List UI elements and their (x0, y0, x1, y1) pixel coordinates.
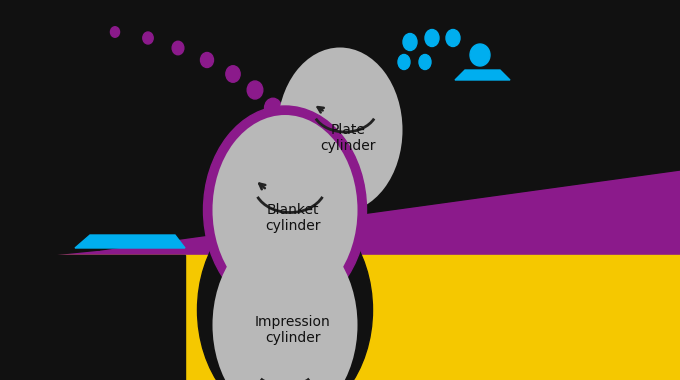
Bar (0, 250, 680, 380)
Polygon shape (170, 195, 680, 260)
Polygon shape (200, 200, 680, 260)
Ellipse shape (446, 30, 460, 46)
Ellipse shape (398, 54, 410, 70)
Ellipse shape (419, 54, 431, 70)
Ellipse shape (197, 198, 373, 380)
Ellipse shape (470, 44, 490, 66)
Ellipse shape (425, 30, 439, 46)
Polygon shape (455, 70, 510, 80)
Text: Plate
cylinder: Plate cylinder (320, 123, 376, 153)
Polygon shape (0, 170, 680, 380)
Polygon shape (0, 0, 680, 250)
Polygon shape (0, 0, 680, 250)
Ellipse shape (172, 41, 184, 55)
Polygon shape (0, 250, 100, 260)
Ellipse shape (277, 48, 403, 212)
Ellipse shape (403, 33, 417, 51)
Ellipse shape (278, 117, 296, 138)
Text: Blanket
cylinder: Blanket cylinder (265, 203, 321, 233)
Ellipse shape (143, 32, 153, 44)
Ellipse shape (203, 106, 367, 314)
Ellipse shape (212, 228, 358, 380)
Bar (0, 255, 680, 380)
Ellipse shape (110, 27, 120, 37)
Ellipse shape (248, 81, 262, 99)
Ellipse shape (226, 66, 240, 82)
Polygon shape (0, 255, 185, 380)
Ellipse shape (212, 115, 358, 305)
Text: Impression
cylinder: Impression cylinder (255, 315, 331, 345)
Ellipse shape (201, 52, 214, 68)
Ellipse shape (265, 98, 282, 118)
Polygon shape (75, 235, 185, 248)
